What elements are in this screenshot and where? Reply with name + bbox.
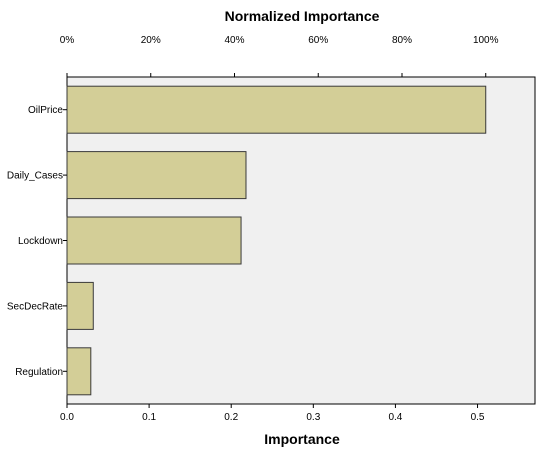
top-tick-label: 40% <box>224 35 244 46</box>
bar <box>66 281 94 330</box>
bar <box>66 347 92 396</box>
chart-title: Normalized Importance <box>225 8 380 24</box>
category-label: Regulation <box>15 367 63 378</box>
y-axis: OilPrice Daily_Cases Lockdown SecDecRate Reg… <box>7 105 67 378</box>
category-label: Daily_Cases <box>7 171 63 182</box>
x-tick-label: 0.1 <box>142 412 156 423</box>
bar <box>66 216 242 265</box>
category-label: OilPrice <box>28 105 63 116</box>
category-label: Lockdown <box>18 236 63 247</box>
top-tick-label: 60% <box>308 35 328 46</box>
x-tick-label: 0.4 <box>388 412 402 423</box>
category-label: SecDecRate <box>7 301 64 312</box>
top-tick-label: 20% <box>141 35 161 46</box>
bar <box>66 85 487 134</box>
bar <box>66 151 247 200</box>
top-tick-label: 100% <box>473 35 499 46</box>
x-axis-title: Importance <box>264 431 340 447</box>
x-tick-label: 0.0 <box>60 412 74 423</box>
x-axis-bottom: 0.0 0.1 0.2 0.3 0.4 0.5 <box>60 404 485 423</box>
x-axis-top: 0% 20% 40% 60% 80% 100% <box>60 35 499 77</box>
x-tick-label: 0.3 <box>306 412 320 423</box>
x-tick-label: 0.2 <box>224 412 238 423</box>
x-tick-label: 0.5 <box>471 412 485 423</box>
top-tick-label: 80% <box>392 35 412 46</box>
top-tick-label: 0% <box>60 35 75 46</box>
bar-group <box>66 85 487 396</box>
